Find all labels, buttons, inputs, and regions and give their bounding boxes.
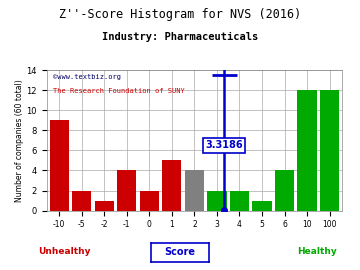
- Bar: [320, 90, 339, 211]
- Bar: [297, 90, 317, 211]
- Bar: [207, 191, 226, 211]
- Bar: [275, 170, 294, 211]
- Text: Healthy: Healthy: [297, 247, 337, 256]
- Bar: [252, 201, 271, 211]
- Text: Z''-Score Histogram for NVS (2016): Z''-Score Histogram for NVS (2016): [59, 8, 301, 21]
- Text: The Research Foundation of SUNY: The Research Foundation of SUNY: [53, 89, 184, 94]
- Text: Industry: Pharmaceuticals: Industry: Pharmaceuticals: [102, 32, 258, 42]
- Bar: [185, 170, 204, 211]
- Bar: [162, 160, 181, 211]
- Bar: [140, 191, 159, 211]
- Bar: [117, 170, 136, 211]
- Y-axis label: Number of companies (60 total): Number of companies (60 total): [15, 79, 24, 202]
- Text: Unhealthy: Unhealthy: [39, 247, 91, 256]
- Text: Score: Score: [165, 247, 195, 258]
- Text: ©www.textbiz.org: ©www.textbiz.org: [53, 75, 121, 80]
- Bar: [72, 191, 91, 211]
- Text: 3.3186: 3.3186: [205, 140, 243, 150]
- Bar: [95, 201, 114, 211]
- Bar: [50, 120, 69, 211]
- Bar: [230, 191, 249, 211]
